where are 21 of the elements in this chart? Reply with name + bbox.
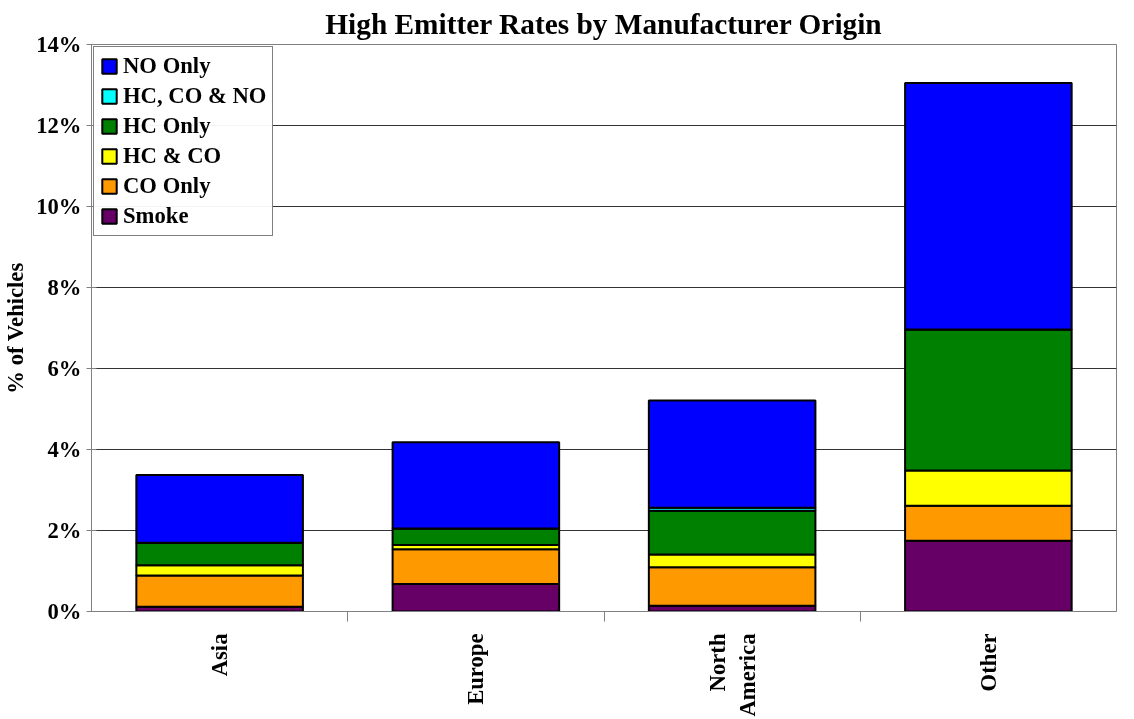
- legend-label: CO Only: [123, 173, 211, 199]
- y-tick-label: 10%: [36, 194, 82, 219]
- y-tick-label: 8%: [47, 275, 82, 300]
- legend-label: HC Only: [123, 113, 211, 139]
- y-tick-label: 2%: [47, 518, 82, 543]
- y-tick-label: 14%: [36, 32, 82, 57]
- x-tick-label: North America: [704, 633, 760, 717]
- x-tick-label: Asia: [207, 633, 233, 677]
- y-tick-label: 0%: [47, 599, 82, 624]
- bar: [647, 399, 817, 509]
- legend-label: HC, CO & NO: [123, 83, 267, 109]
- y-axis-title: % of Vehicles: [3, 262, 29, 394]
- legend-label: NO Only: [123, 53, 211, 79]
- legend-label: HC & CO: [123, 143, 222, 169]
- y-tick-label: 6%: [47, 356, 82, 381]
- y-tick-label: 12%: [36, 113, 82, 138]
- y-tick-label: 4%: [47, 437, 82, 462]
- x-tick-label: Other: [975, 633, 1001, 692]
- x-tick-label: Europe: [463, 633, 489, 705]
- chart-title: High Emitter Rates by Manufacturer Origin: [325, 7, 882, 40]
- legend-label: Smoke: [123, 203, 189, 229]
